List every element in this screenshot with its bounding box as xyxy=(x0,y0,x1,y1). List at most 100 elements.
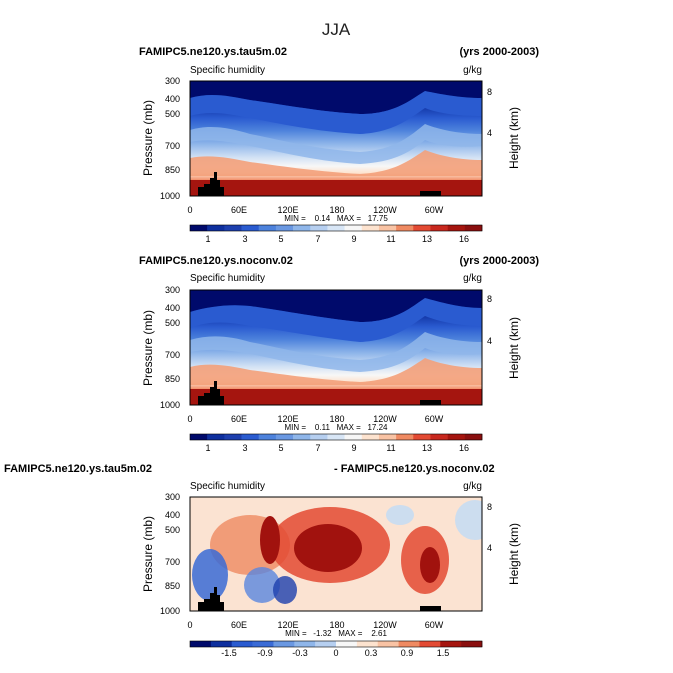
xtick-label: 60W xyxy=(425,620,444,630)
colorbar-swatch xyxy=(210,641,233,647)
colorbar-label: 1 xyxy=(205,234,210,244)
xtick-label: 120E xyxy=(277,414,298,424)
colorbar-swatch xyxy=(447,434,466,440)
colorbar-label: 16 xyxy=(459,443,469,453)
xtick-label: 120W xyxy=(373,205,397,215)
ytick-label: 700 xyxy=(165,350,180,360)
ytick-label: 400 xyxy=(165,303,180,313)
colorbar-label: 16 xyxy=(459,234,469,244)
panel-2-stats: MIN = 0.11 MAX = 17.24 xyxy=(284,423,388,432)
panel-1-ylabel: Pressure (mb) xyxy=(141,100,155,176)
xtick-label: 60E xyxy=(231,205,247,215)
colorbar-label: 0.9 xyxy=(401,648,414,658)
colorbar-swatch xyxy=(241,225,260,231)
panel-3-anomaly xyxy=(244,567,280,603)
panel-2-surface-band xyxy=(190,389,482,405)
panel-1-terrain xyxy=(198,172,441,196)
panel-1-dry-band xyxy=(190,81,482,114)
panel-3-years-label: - FAMIPC5.ne120.ys.noconv.02 xyxy=(334,463,495,475)
ytick-right-label: 4 xyxy=(487,128,492,138)
colorbar-label: 5 xyxy=(278,443,283,453)
panel-2-colorbar-labels: 1 3 5 7 9 11 13 16 xyxy=(205,443,469,453)
ytick-label: 500 xyxy=(165,525,180,535)
panel-2-xticks: 0 60E 120E 180 120W 60W xyxy=(187,414,443,424)
panel-1-ylabel-right: Height (km) xyxy=(507,107,521,169)
colorbar-swatch xyxy=(361,225,380,231)
panel-1: FAMIPC5.ne120.ys.tau5m.02 (yrs 2000-2003… xyxy=(139,46,539,244)
ytick-label: 850 xyxy=(165,165,180,175)
colorbar-swatch xyxy=(207,225,225,231)
xtick-label: 180 xyxy=(329,205,344,215)
colorbar-swatch xyxy=(224,225,242,231)
panel-2-yticks-right: 8 4 xyxy=(487,294,492,346)
panel-2-yticks: 300 400 500 700 850 1000 xyxy=(160,285,180,410)
ytick-label: 700 xyxy=(165,557,180,567)
colorbar-label: 11 xyxy=(386,443,395,453)
panel-3-stats: MIN = -1.32 MAX = 2.61 xyxy=(285,629,387,638)
panel-1-run-label: FAMIPC5.ne120.ys.tau5m.02 xyxy=(139,46,287,58)
colorbar-swatch xyxy=(361,434,380,440)
colorbar-label: 5 xyxy=(278,234,283,244)
panel-3-colorbar-labels: -1.5 -0.9 -0.3 0 0.3 0.9 1.5 xyxy=(221,648,449,658)
colorbar-label: 7 xyxy=(315,443,320,453)
colorbar-swatch xyxy=(398,641,420,647)
panel-1-yticks-right: 8 4 xyxy=(487,87,492,138)
panel-1-years-label: (yrs 2000-2003) xyxy=(459,46,539,58)
colorbar-label: 3 xyxy=(242,443,247,453)
panel-2-terrain xyxy=(198,381,441,405)
colorbar-label: -1.5 xyxy=(221,648,237,658)
xtick-label: 180 xyxy=(329,620,344,630)
colorbar-frame xyxy=(189,433,483,441)
ytick-label: 1000 xyxy=(160,191,180,201)
colorbar-label: 3 xyxy=(242,234,247,244)
panel-3-yticks-right: 8 4 xyxy=(487,502,492,553)
panel-1-field xyxy=(190,81,482,196)
colorbar-swatch xyxy=(464,434,483,440)
panel-1-xticks: 0 60E 120E 180 120W 60W xyxy=(187,205,443,215)
colorbar-swatch xyxy=(419,641,441,647)
colorbar-swatch xyxy=(378,225,397,231)
colorbar-label: -0.9 xyxy=(257,648,273,658)
colorbar-swatch xyxy=(190,641,212,647)
colorbar-swatch xyxy=(378,434,397,440)
panel-1-mid-band xyxy=(190,91,482,134)
colorbar-swatch xyxy=(396,434,414,440)
ytick-label: 300 xyxy=(165,76,180,86)
ytick-right-label: 8 xyxy=(487,502,492,512)
panel-3-anomaly xyxy=(386,505,414,525)
colorbar-swatch xyxy=(231,641,253,647)
panel-1-moist-band xyxy=(190,124,482,164)
colorbar-label: 0.3 xyxy=(365,648,378,658)
ytick-label: 1000 xyxy=(160,400,180,410)
colorbar-label: 1.5 xyxy=(437,648,450,658)
panel-1-colorbar-labels: 1 3 5 7 9 11 13 16 xyxy=(205,234,469,244)
ytick-label: 300 xyxy=(165,492,180,502)
panel-2: FAMIPC5.ne120.ys.noconv.02 (yrs 2000-200… xyxy=(139,255,539,453)
colorbar-swatch xyxy=(377,641,399,647)
xtick-label: 0 xyxy=(187,414,192,424)
panel-2-dry-band xyxy=(190,290,482,322)
ytick-label: 500 xyxy=(165,318,180,328)
panel-3-anomaly xyxy=(260,516,280,564)
ytick-label: 300 xyxy=(165,285,180,295)
ytick-label: 500 xyxy=(165,109,180,119)
colorbar-label: -0.3 xyxy=(292,648,308,658)
ytick-label: 400 xyxy=(165,94,180,104)
colorbar-label: 9 xyxy=(351,234,356,244)
colorbar-label: 9 xyxy=(351,443,356,453)
colorbar-frame xyxy=(189,224,483,232)
ytick-label: 850 xyxy=(165,374,180,384)
ytick-right-label: 4 xyxy=(487,543,492,553)
colorbar-swatch xyxy=(430,225,448,231)
panel-2-humid-band xyxy=(190,358,482,385)
colorbar-swatch xyxy=(315,641,337,647)
panel-3-anomaly xyxy=(455,500,482,540)
colorbar-swatch xyxy=(241,434,260,440)
colorbar-swatch xyxy=(275,225,294,231)
panel-2-mid-band xyxy=(190,298,482,342)
panel-3-anomaly xyxy=(273,576,297,604)
colorbar-swatch xyxy=(344,434,363,440)
colorbar-swatch xyxy=(252,641,274,647)
colorbar-swatch xyxy=(293,434,311,440)
